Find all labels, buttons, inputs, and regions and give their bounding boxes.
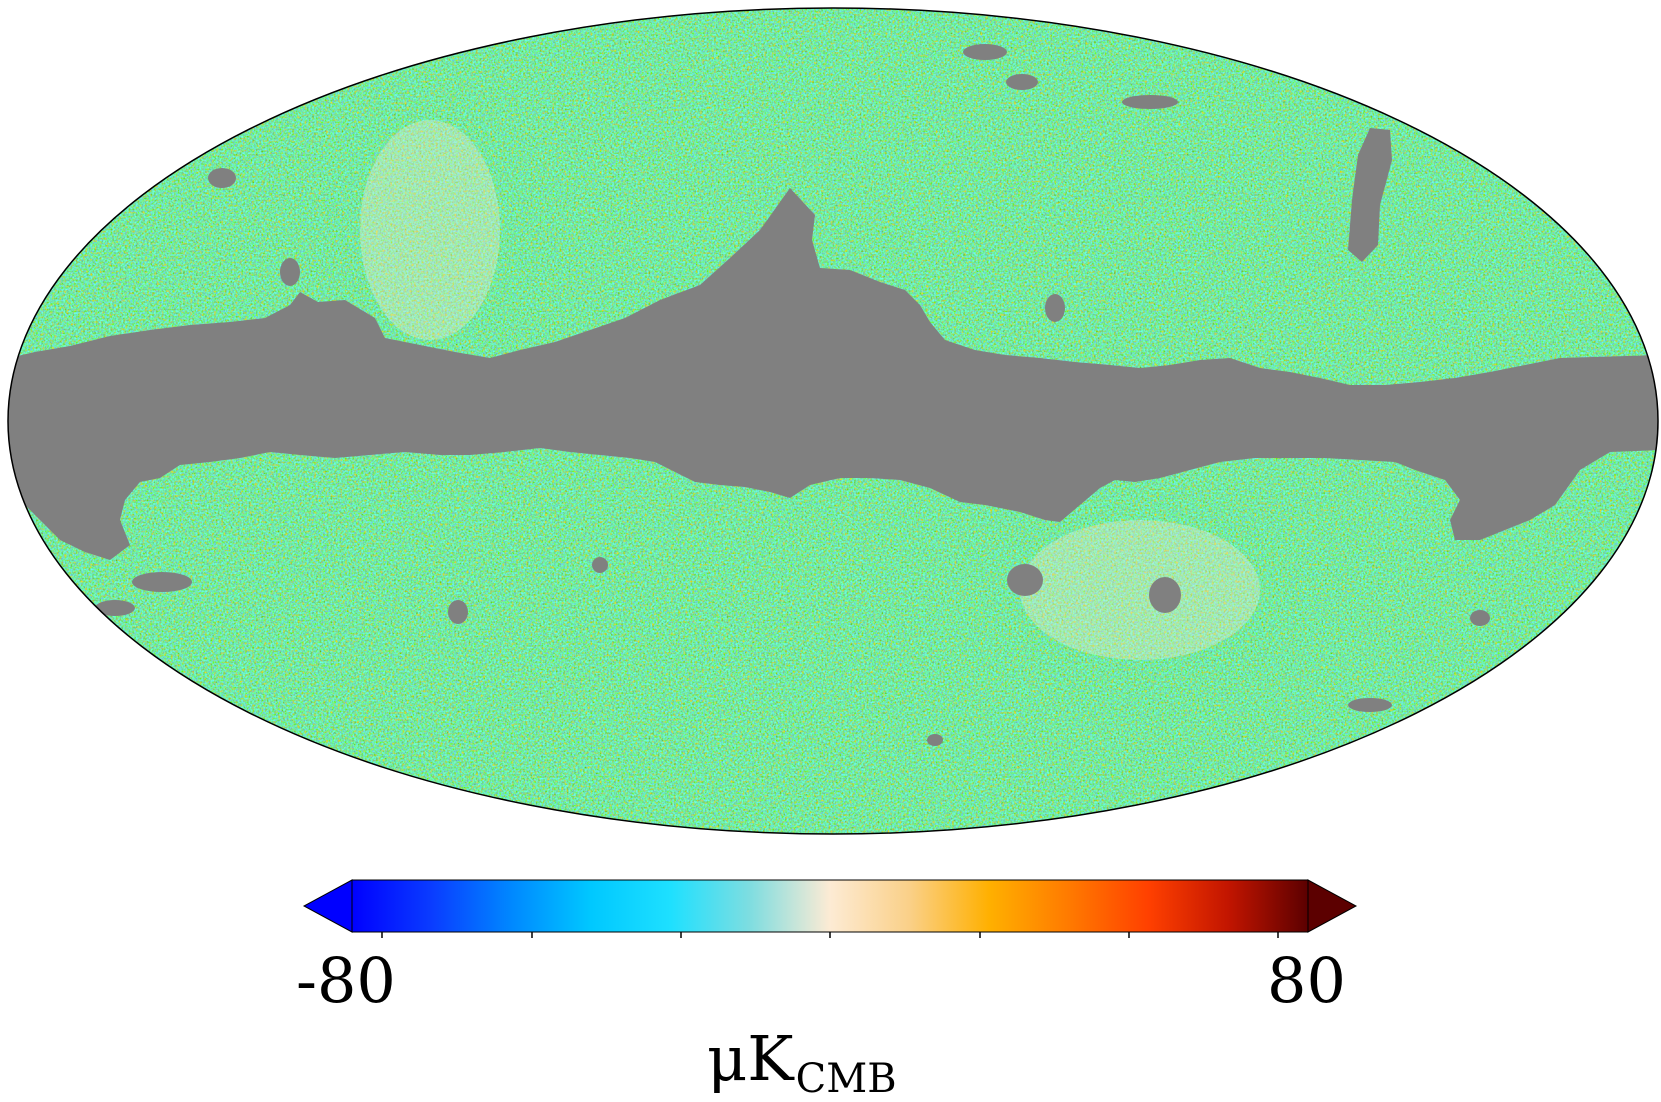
colorbar xyxy=(302,879,1358,938)
mask-blob-6 xyxy=(1464,375,1492,395)
mask-blob-1 xyxy=(963,44,1007,60)
mask-blob-10 xyxy=(95,600,135,616)
mask-blob-5 xyxy=(1045,294,1065,322)
colorbar-extend-max xyxy=(1307,879,1358,933)
mask-blob-4 xyxy=(208,168,236,188)
unit-subscript: CMB xyxy=(795,1056,897,1102)
mask-blob-16 xyxy=(927,734,943,746)
colorbar-max-label: 80 xyxy=(1267,944,1346,1017)
point-source-masks xyxy=(95,44,1492,746)
mask-blob-8 xyxy=(1149,577,1181,613)
mask-blob-13 xyxy=(1470,610,1490,626)
mask-blob-2 xyxy=(1006,74,1038,90)
colorbar-ticks xyxy=(381,932,1279,938)
mask-blob-9 xyxy=(132,572,192,592)
mask-blob-7 xyxy=(1007,564,1043,596)
colorbar-unit-label: μKCMB xyxy=(707,1028,897,1100)
colorbar-extend-min xyxy=(302,879,353,933)
mollweide-map xyxy=(8,8,1658,834)
mask-blob-11 xyxy=(448,600,468,624)
mask-streak-north-east xyxy=(1348,128,1392,262)
pale-region-south xyxy=(1020,520,1260,660)
colorbar-min-label: -80 xyxy=(296,944,396,1017)
galactic-plane-mask xyxy=(8,188,1658,560)
colorbar-gradient xyxy=(351,879,1309,933)
pale-region-north xyxy=(360,120,500,340)
map-outline xyxy=(7,7,1659,835)
mask-blob-3 xyxy=(1122,95,1178,109)
unit-main: μK xyxy=(707,1022,794,1095)
mask-blob-15 xyxy=(592,557,608,573)
mask-blob-14 xyxy=(280,258,300,286)
mask-blob-12 xyxy=(1348,698,1392,712)
